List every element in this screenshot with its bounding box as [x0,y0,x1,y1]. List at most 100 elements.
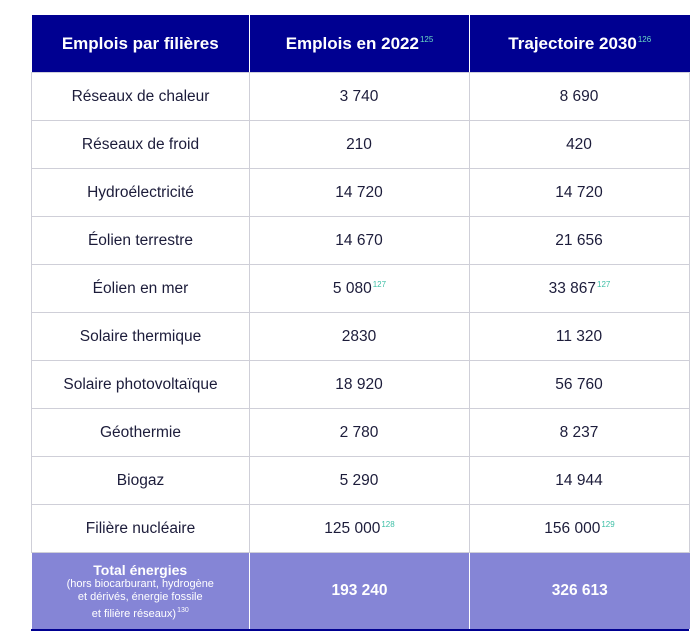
trajectory-2030-cell-text: 14 944 [555,471,603,489]
table-row: Réseaux de froid 210 420 [31,120,690,169]
trajectory-2030-cell: 56 760 [469,360,690,409]
total-jobs-2022: 193 240 [249,552,470,629]
trajectory-2030-cell: 8 690 [469,72,690,121]
trajectory-2030-cell-text: 11 320 [555,327,603,345]
jobs-2022-cell: 210 [249,120,470,169]
jobs-2022-cell-text: 2830 [341,327,377,345]
jobs-2022-cell-text: 125 000 [324,519,381,537]
table-row: Biogaz 5 290 14 944 [31,456,690,505]
trajectory-2030-cell-text: 8 690 [559,87,599,105]
table-row: Solaire photovoltaïque 18 920 56 760 [31,360,690,409]
table-header: Emplois par filières Emplois en 2022125 … [31,15,690,73]
trajectory-2030-cell-text: 420 [566,135,592,153]
trajectory-2030-cell: 420 [469,120,690,169]
total-note-text: et filière réseaux) [91,607,177,620]
total-note-line: et dérivés, énergie fossile [77,590,203,603]
sector-cell: Réseaux de froid [31,120,250,169]
table-row: Réseaux de chaleur 3 740 8 690 [31,72,690,121]
trajectory-2030-cell: 156 000129 [469,504,690,553]
trajectory-2030-cell-text: 33 867 [548,279,597,297]
table-row: Filière nucléaire 125 000128 156 000129 [31,504,690,553]
sector-cell: Hydroélectricité [31,168,250,217]
trajectory-2030-cell-text: 14 720 [555,183,603,201]
jobs-2022-cell-text: 5 290 [339,471,379,489]
footnote-ref: 129 [601,519,615,529]
footnote-ref: 128 [381,519,395,529]
trajectory-2030-cell-text: 21 656 [555,231,603,249]
header-trajectory-2030: Trajectoire 2030126 [469,15,690,73]
jobs-2022-cell-text: 210 [346,135,372,153]
table-row: Géothermie 2 780 8 237 [31,408,690,457]
trajectory-2030-cell: 11 320 [469,312,690,361]
header-trajectory-2030-label: Trajectoire 2030 [508,33,637,53]
sector-cell: Éolien en mer [31,264,250,313]
jobs-2022-cell-text: 3 740 [339,87,379,105]
jobs-2022-cell: 2 780 [249,408,470,457]
trajectory-2030-cell-text: 8 237 [559,423,599,441]
sector-cell: Biogaz [31,456,250,505]
header-jobs-2022-label: Emplois en 2022 [285,33,419,53]
header-jobs-2022: Emplois en 2022125 [249,15,470,73]
trajectory-2030-cell: 14 720 [469,168,690,217]
trajectory-2030-cell: 33 867127 [469,264,690,313]
trajectory-2030-cell: 8 237 [469,408,690,457]
trajectory-2030-cell: 14 944 [469,456,690,505]
jobs-2022-cell: 3 740 [249,72,470,121]
footnote-ref: 130 [177,606,189,614]
total-trajectory-2030-value: 326 613 [551,582,608,599]
sector-cell-text: Réseaux de froid [81,135,200,153]
sector-cell-text: Filière nucléaire [85,519,196,537]
sector-cell-text: Hydroélectricité [87,183,194,201]
jobs-2022-cell-text: 14 720 [335,183,383,201]
total-jobs-2022-value: 193 240 [331,582,388,599]
sector-cell-text: Réseaux de chaleur [71,87,210,105]
sector-cell: Solaire photovoltaïque [31,360,250,409]
sector-cell: Filière nucléaire [31,504,250,553]
jobs-table-container: Emplois par filières Emplois en 2022 125 … [31,15,690,631]
header-sector-label: Emplois par filières [61,33,219,53]
sector-cell: Solaire thermique [31,312,250,361]
table-row: Éolien terrestre 14 670 21 656 [31,216,690,265]
footnote-ref: 127 [372,279,387,289]
total-label-cell: Total énergies (hors biocarburant, hydro… [31,552,250,629]
header-row: Emplois par filières Emplois en 2022125 … [31,15,690,73]
table-row: Solaire thermique 2830 11 320 [31,312,690,361]
sector-cell-text: Éolien terrestre [87,231,194,249]
trajectory-2030-cell-text: 156 000 [544,519,601,537]
sector-cell: Réseaux de chaleur [31,72,250,121]
table-body: Réseaux de chaleur 3 740 8 690 Réseaux de f… [31,72,690,629]
total-note-line: et filière réseaux)130 [32,604,250,621]
jobs-2022-cell: 14 670 [249,216,470,265]
trajectory-2030-cell: 21 656 [469,216,690,265]
header-sector: Emplois par filières [31,15,250,73]
footnote-ref: 125 [419,34,434,44]
sector-cell-text: Solaire thermique [79,327,202,345]
jobs-2022-cell: 125 000128 [249,504,470,553]
jobs-2022-cell-text: 2 780 [339,423,379,441]
total-label: Total énergies [93,561,188,578]
jobs-2022-cell: 2830 [249,312,470,361]
sector-cell-text: Éolien en mer [92,279,189,297]
jobs-2022-cell: 5 290 [249,456,470,505]
sector-cell-text: Biogaz [116,471,165,489]
total-trajectory-2030: 326 613 [469,552,690,629]
trajectory-2030-cell-text: 56 760 [555,375,603,393]
jobs-2022-cell-text: 5 080 [332,279,372,297]
footnote-ref: 127 [597,279,611,289]
table-bottom-rule [31,629,689,631]
jobs-2022-cell: 5 080127 [249,264,470,313]
jobs-by-sector-table: Emplois par filières Emplois en 2022 125 … [31,15,690,629]
jobs-2022-cell: 18 920 [249,360,470,409]
jobs-2022-cell: 14 720 [249,168,470,217]
table-row: Éolien en mer 5 080127 33 867127 [31,264,690,313]
total-note-line: (hors biocarburant, hydrogène [66,577,214,590]
sector-cell-text: Solaire photovoltaïque [63,375,218,393]
footnote-ref: 126 [637,34,652,44]
total-row: Total énergies (hors biocarburant, hydro… [31,552,690,629]
sector-cell: Géothermie [31,408,250,457]
jobs-2022-cell-text: 14 670 [335,231,383,249]
table-row: Hydroélectricité 14 720 14 720 [31,168,690,217]
sector-cell-text: Géothermie [100,423,181,441]
jobs-2022-cell-text: 18 920 [335,375,383,393]
sector-cell: Éolien terrestre [31,216,250,265]
